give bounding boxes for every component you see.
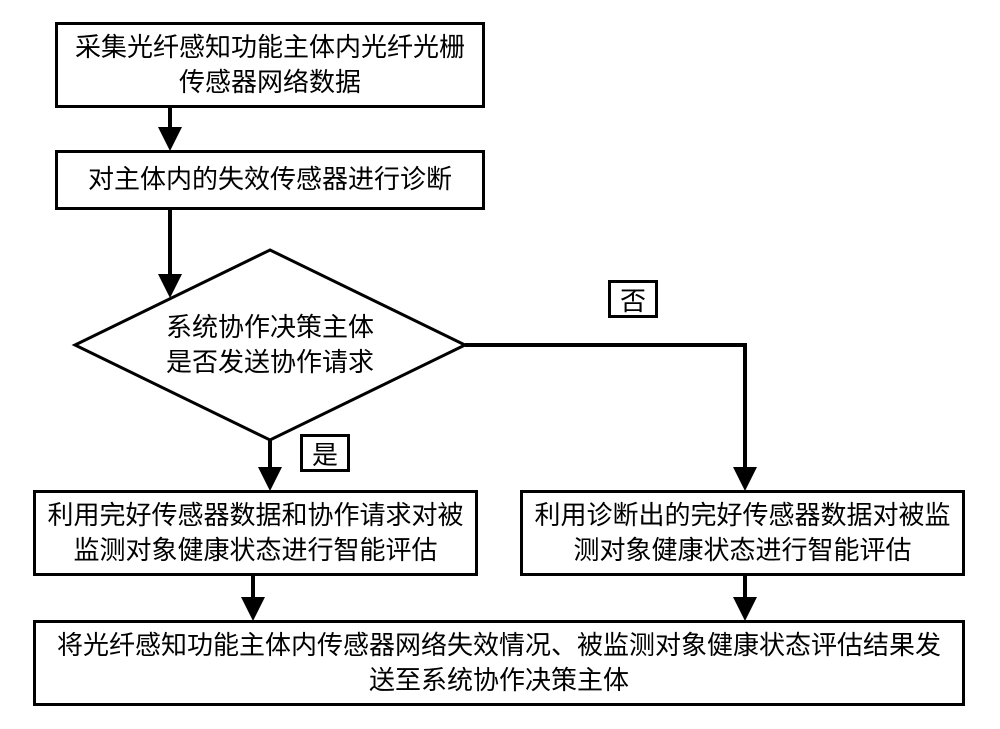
label-yes: 是 xyxy=(300,434,350,472)
process-eval-without-collab-text: 利用诊断出的完好传感器数据对被监测对象健康状态进行智能评估 xyxy=(533,498,952,568)
process-collect-data-text: 采集光纤感知功能主体内光纤光栅传感器网络数据 xyxy=(68,30,472,100)
process-send-results: 将光纤感知功能主体内传感器网络失效情况、被监测对象健康状态评估结果发送至系统协作… xyxy=(33,620,965,706)
process-eval-without-collab: 利用诊断出的完好传感器数据对被监测对象健康状态进行智能评估 xyxy=(520,490,965,576)
decision-text-line1: 系统协作决策主体 xyxy=(166,310,374,345)
edge-d1-n4 xyxy=(465,345,745,487)
process-eval-with-collab: 利用完好传感器数据和协作请求对被监测对象健康状态进行智能评估 xyxy=(33,490,478,576)
label-no: 否 xyxy=(608,280,658,318)
process-eval-with-collab-text: 利用完好传感器数据和协作请求对被监测对象健康状态进行智能评估 xyxy=(46,498,465,568)
decision-collab-request: 系统协作决策主体 是否发送协作请求 xyxy=(75,250,465,440)
label-yes-text: 是 xyxy=(312,435,338,472)
process-send-results-text: 将光纤感知功能主体内传感器网络失效情况、被监测对象健康状态评估结果发送至系统协作… xyxy=(46,628,952,698)
process-collect-data: 采集光纤感知功能主体内光纤光栅传感器网络数据 xyxy=(55,22,485,108)
label-no-text: 否 xyxy=(620,281,646,318)
decision-text-wrap: 系统协作决策主体 是否发送协作请求 xyxy=(166,310,374,380)
flowchart-canvas: 采集光纤感知功能主体内光纤光栅传感器网络数据 对主体内的失效传感器进行诊断 系统… xyxy=(0,0,1000,729)
decision-text-line2: 是否发送协作请求 xyxy=(166,345,374,380)
process-diagnose-sensors: 对主体内的失效传感器进行诊断 xyxy=(55,150,485,210)
process-diagnose-sensors-text: 对主体内的失效传感器进行诊断 xyxy=(88,162,452,197)
